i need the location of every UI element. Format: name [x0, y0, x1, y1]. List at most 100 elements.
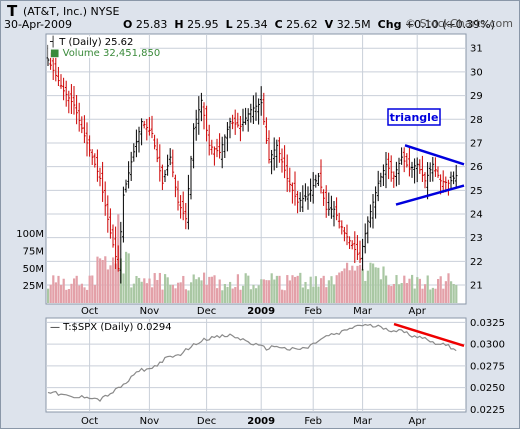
- price-tick-label: 26: [470, 162, 483, 173]
- volume-tick-label: 25M: [23, 281, 44, 292]
- volume-bar: [442, 288, 445, 303]
- company-name: (AT&T, Inc.) NYSE: [23, 5, 120, 18]
- volume-bar: [392, 283, 395, 303]
- x-axis-label: Dec: [197, 306, 216, 317]
- volume-bar: [247, 275, 250, 303]
- volume-bar: [127, 253, 130, 303]
- volume-bar: [434, 288, 437, 303]
- volume-bar: [177, 282, 180, 303]
- volume-bar: [296, 275, 299, 303]
- volume-tick-label: 50M: [23, 264, 44, 275]
- ratio-x-axis-label: Oct: [81, 416, 98, 427]
- volume-bar: [158, 272, 161, 303]
- change-value: +0.10 (+0.39%): [404, 18, 495, 31]
- volume-bar: [343, 268, 346, 303]
- volume-bar: [184, 289, 187, 303]
- volume-bar: [338, 272, 341, 303]
- volume-bar: [452, 283, 455, 303]
- x-axis-label: Mar: [353, 306, 373, 317]
- volume-bar: [190, 282, 193, 303]
- ratio-plot-area: [45, 317, 467, 413]
- volume-bar: [426, 275, 429, 303]
- volume-bar: [218, 279, 221, 303]
- volume-bar: [88, 275, 91, 303]
- price-tick-label: 22: [470, 257, 483, 268]
- volume-bar: [80, 283, 83, 303]
- volume-bar: [348, 270, 351, 303]
- volume-bar: [143, 278, 146, 303]
- volume-bar: [346, 262, 349, 303]
- volume-bar: [132, 283, 135, 303]
- volume-bar: [239, 289, 242, 303]
- volume-bar: [231, 288, 234, 303]
- volume-bar: [83, 287, 86, 303]
- volume-bar: [437, 279, 440, 303]
- volume-bar: [294, 276, 297, 303]
- volume-bar: [114, 263, 117, 303]
- volume-bar: [385, 275, 388, 303]
- volume-bar: [291, 275, 294, 303]
- volume-bar: [164, 274, 167, 303]
- volume-bar: [429, 289, 432, 303]
- quote-date: 30-Apr-2009: [4, 18, 73, 31]
- ratio-tick-label: 0.0225: [470, 405, 505, 416]
- volume-bar: [320, 278, 323, 303]
- volume-bar: [455, 285, 458, 303]
- main-plot-area: [45, 33, 467, 305]
- watermark: © StockCharts.com: [405, 17, 513, 30]
- ratio-tick-label: 0.0300: [470, 340, 505, 351]
- x-axis-label: Nov: [140, 306, 160, 317]
- volume-bar: [148, 278, 151, 303]
- legend-price: ┤ T (Daily) 25.62: [50, 35, 133, 48]
- volume-bar: [299, 272, 302, 303]
- volume-bar: [104, 256, 107, 303]
- volume-bar: [364, 280, 367, 303]
- triangle-label-box: [387, 108, 441, 126]
- volume-bar: [307, 289, 310, 303]
- volume-bar: [361, 268, 364, 303]
- volume-bar: [229, 281, 232, 303]
- volume-bar: [226, 286, 229, 303]
- x-axis-label: Oct: [81, 306, 98, 317]
- volume-bar: [252, 284, 255, 303]
- volume-bar: [317, 286, 320, 303]
- volume-bar: [187, 290, 190, 303]
- volume-bar: [99, 258, 102, 303]
- price-tick-label: 23: [470, 233, 483, 244]
- volume-bar: [447, 273, 450, 303]
- ratio-x-axis-label: Feb: [304, 416, 322, 427]
- volume-bar: [203, 272, 206, 303]
- volume-bar: [138, 277, 141, 303]
- volume-bar: [93, 284, 96, 303]
- volume-bar: [278, 275, 281, 303]
- volume-bar: [216, 288, 219, 303]
- volume-bar: [78, 285, 81, 303]
- volume-bar: [366, 270, 369, 303]
- ratio-x-axis-label: Apr: [409, 416, 427, 427]
- volume-bar: [379, 279, 382, 303]
- volume-bar: [382, 266, 385, 303]
- volume-bar: [70, 283, 73, 303]
- ratio-tick-label: 0.0250: [470, 383, 505, 394]
- low-value: 25.34: [236, 18, 268, 31]
- volume-bar: [54, 282, 57, 303]
- legend-background: [48, 36, 140, 58]
- legend-ratio: — T:$SPX (Daily) 0.0294: [50, 322, 172, 333]
- volume-bar: [405, 283, 408, 303]
- volume-bar: [312, 286, 315, 303]
- price-tick-label: 25: [470, 186, 483, 197]
- ratio-tick-label: 0.0275: [470, 361, 505, 372]
- volume-bar: [195, 279, 198, 303]
- volume-bar: [275, 275, 278, 303]
- volume-bar: [372, 263, 375, 303]
- volume-bar: [96, 256, 99, 303]
- ratio-x-axis-label: Nov: [140, 416, 160, 427]
- volume-bar: [418, 278, 421, 303]
- volume-bar: [257, 285, 260, 303]
- volume-bar: [330, 276, 333, 303]
- volume-tick-label: 75M: [23, 247, 44, 258]
- volume-bar: [52, 275, 55, 303]
- volume-bar: [106, 269, 109, 303]
- volume-bar: [205, 284, 208, 303]
- triangle-annotation-label: triangle: [390, 111, 439, 124]
